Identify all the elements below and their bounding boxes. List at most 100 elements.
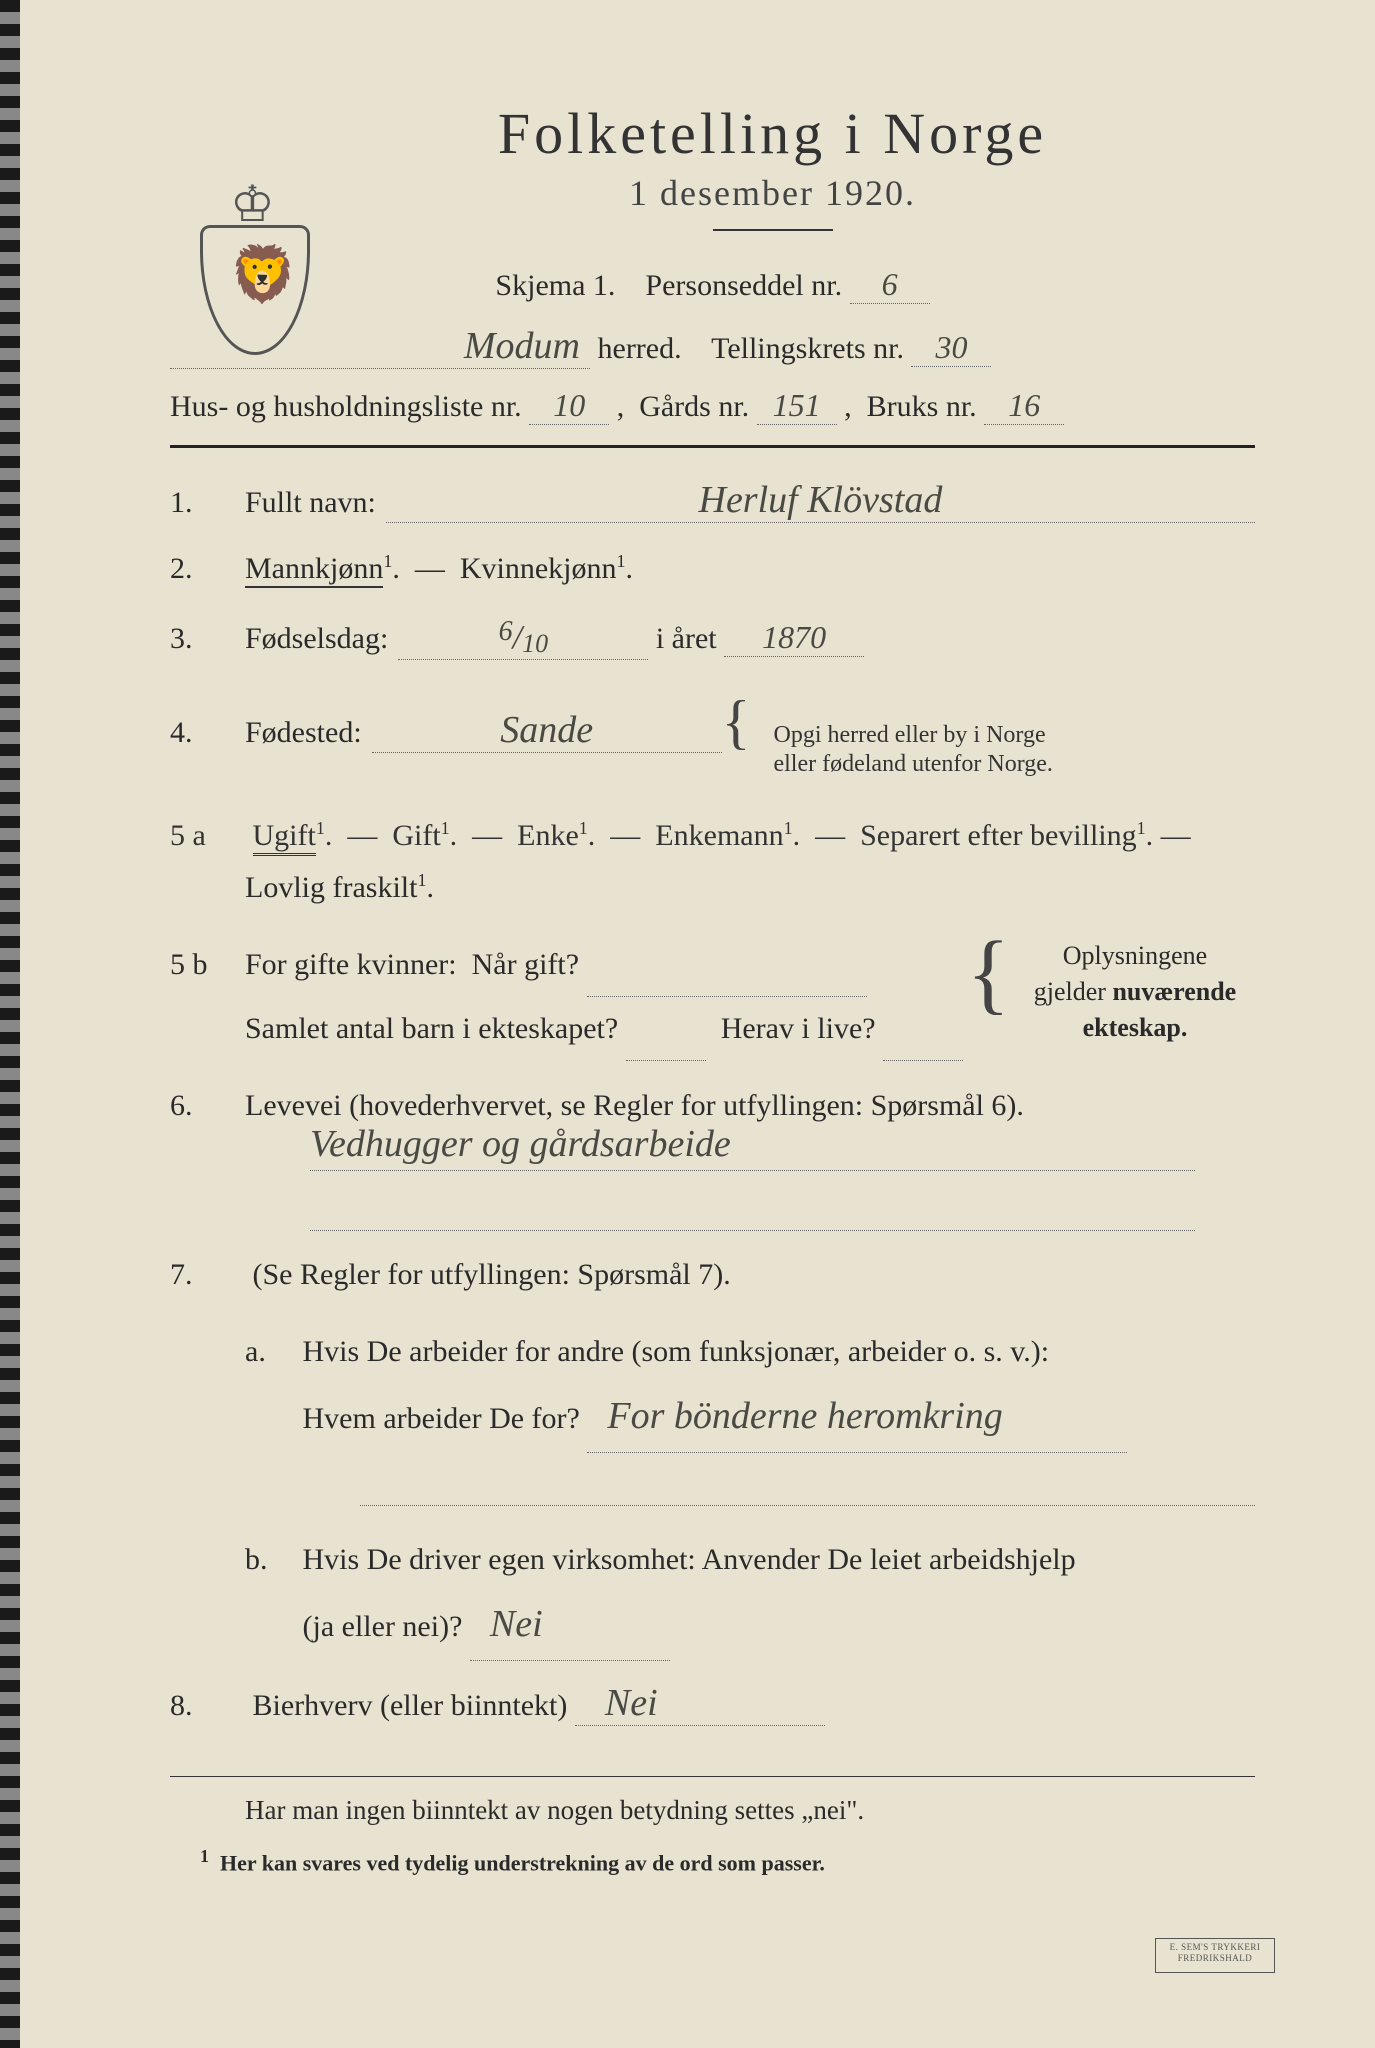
question-5a-cont: Lovlig fraskilt1. — [170, 870, 1255, 905]
header: Folketelling i Norge 1 desember 1920. — [290, 100, 1255, 231]
herred-line: Modum herred. Tellingskrets nr. 30 — [170, 324, 1255, 369]
q5b-l1a: For gifte kvinner: — [245, 948, 457, 981]
question-7b: b. Hvis De driver egen virksomhet: Anven… — [170, 1531, 1255, 1661]
q5b-note-l3: ekteskap. — [1083, 1013, 1188, 1042]
personseddel-nr: 6 — [850, 266, 930, 304]
q7a-value: For bönderne heromkring — [587, 1380, 1127, 1453]
q8-value: Nei — [575, 1681, 825, 1726]
q5b-note: Oplysningene gjelder nuværende ekteskap. — [1015, 933, 1255, 1061]
q5a-enke: Enke — [517, 819, 579, 852]
q5b-left: For gifte kvinner: Når gift? Samlet anta… — [245, 933, 967, 1061]
q7-label: (Se Regler for utfyllingen: Spørsmål 7). — [253, 1258, 731, 1291]
bruks-label: Bruks nr. — [867, 390, 977, 423]
printer-stamp: E. SEM'S TRYKKERI FREDRIKSHALD — [1155, 1938, 1275, 1973]
q5b-barn-fill — [626, 997, 706, 1061]
q4-label: Fødested: — [245, 716, 362, 750]
q6-num: 6. — [170, 1089, 245, 1123]
q7b-label: b. — [245, 1531, 295, 1588]
q5b-note-l2: gjelder nuværende — [1034, 977, 1236, 1006]
shield-icon: 🦁 — [200, 225, 310, 355]
q8-label: Bierhverv (eller biinntekt) — [253, 1689, 568, 1722]
brace-icon: { — [967, 933, 1010, 1061]
footnote-text: Her kan svares ved tydelig understreknin… — [220, 1850, 825, 1875]
question-2: 2. Mannkjønn1. — Kvinnekjønn1. — [170, 551, 1255, 586]
q5a-lovlig: Lovlig fraskilt — [245, 871, 417, 904]
personseddel-label: Personseddel nr. — [645, 269, 842, 302]
skjema-label: Skjema 1. — [495, 269, 615, 302]
q7b-value: Nei — [470, 1588, 670, 1661]
q2-kvinne: Kvinnekjønn — [460, 552, 617, 585]
question-5b: 5 b For gifte kvinner: Når gift? Samlet … — [170, 933, 1255, 1061]
hus-label: Hus- og husholdningsliste nr. — [170, 390, 522, 423]
q7a-extra-line — [360, 1461, 1255, 1506]
q5b-l2b: Herav i live? — [721, 1012, 876, 1045]
q6-line1: Vedhugger og gårdsarbeide — [310, 1121, 1195, 1171]
stamp-l1: E. SEM'S TRYKKERI — [1170, 1942, 1261, 1952]
q5b-num: 5 b — [170, 933, 245, 1061]
q6-value: Vedhugger og gårdsarbeide — [310, 1122, 731, 1166]
hus-line: Hus- og husholdningsliste nr. 10 , Gårds… — [170, 387, 1255, 425]
herred-label: herred. — [598, 332, 682, 365]
q3-date: 6/10 — [398, 614, 648, 660]
q7b-line1: Hvis De driver egen virksomhet: Anvender… — [303, 1543, 1076, 1576]
q2-num: 2. — [170, 552, 245, 586]
question-7: 7. (Se Regler for utfyllingen: Spørsmål … — [170, 1246, 1255, 1303]
q7a-line1: Hvis De arbeider for andre (som funksjon… — [303, 1335, 1050, 1368]
q3-num: 3. — [170, 622, 245, 656]
question-4: 4. Fødested: Sande { Opgi herred eller b… — [170, 688, 1255, 779]
q5b-live-fill — [883, 997, 963, 1061]
question-5a: 5 a Ugift1. — Gift1. — Enke1. — Enkemann… — [170, 807, 1255, 864]
question-6: 6. Levevei (hovederhvervet, se Regler fo… — [170, 1089, 1255, 1123]
brace-icon: { — [722, 688, 751, 757]
footnote: 1 Her kan svares ved tydelig understrekn… — [170, 1846, 1255, 1876]
q5a-gift: Gift — [392, 819, 440, 852]
gards-label: Gårds nr. — [639, 390, 749, 423]
q7b-line2-label: (ja eller nei)? — [303, 1610, 463, 1643]
section-divider — [170, 445, 1255, 448]
q4-note-l2: eller fødeland utenfor Norge. — [773, 751, 1052, 777]
title-divider — [713, 229, 833, 231]
q8-num: 8. — [170, 1689, 245, 1723]
q3-year: 1870 — [724, 619, 864, 657]
subtitle: 1 desember 1920. — [290, 172, 1255, 214]
tellingskrets-label: Tellingskrets nr. — [711, 332, 904, 365]
q4-value: Sande — [372, 708, 722, 753]
q4-note-l1: Opgi herred eller by i Norge — [773, 722, 1045, 748]
q3-year-label: i året — [656, 622, 717, 656]
coat-of-arms: 🦁 — [190, 190, 320, 360]
q5a-num: 5 a — [170, 807, 245, 864]
crown-icon — [225, 190, 285, 225]
census-form-page: 🦁 Folketelling i Norge 1 desember 1920. … — [0, 0, 1375, 2048]
q3-label: Fødselsdag: — [245, 622, 388, 656]
q5b-l2a: Samlet antal barn i ekteskapet? — [245, 1012, 618, 1045]
q6-answer-area: Vedhugger og gårdsarbeide — [170, 1121, 1255, 1231]
perforation-edge — [0, 0, 20, 2048]
q5b-gift-fill — [587, 933, 867, 997]
q6-line2 — [310, 1181, 1195, 1231]
q2-text: Mannkjønn1. — Kvinnekjønn1. — [245, 551, 633, 586]
bottom-rule — [170, 1776, 1255, 1777]
q1-label: Fullt navn: — [245, 486, 376, 520]
q1-num: 1. — [170, 486, 245, 520]
question-7a: a. Hvis De arbeider for andre (som funks… — [170, 1323, 1255, 1506]
footnote-num: 1 — [200, 1846, 209, 1866]
main-title: Folketelling i Norge — [290, 100, 1255, 167]
q7a-line2-label: Hvem arbeider De for? — [303, 1402, 580, 1435]
q5b-note-l1: Oplysningene — [1063, 941, 1207, 970]
skjema-line: Skjema 1. Personseddel nr. 6 — [170, 266, 1255, 304]
question-1: 1. Fullt navn: Herluf Klövstad — [170, 478, 1255, 523]
q1-value: Herluf Klövstad — [386, 478, 1255, 523]
hus-nr: 10 — [529, 387, 609, 425]
footer-note: Har man ingen biinntekt av nogen betydni… — [170, 1795, 1255, 1826]
question-8: 8. Bierhverv (eller biinntekt) Nei — [170, 1681, 1255, 1726]
q7-num: 7. — [170, 1246, 245, 1303]
lion-icon: 🦁 — [228, 243, 296, 307]
stamp-l2: FREDRIKSHALD — [1178, 1953, 1253, 1963]
q2-mann: Mannkjønn — [245, 552, 383, 588]
q5b-l1b: Når gift? — [472, 948, 579, 981]
q6-label: Levevei (hovederhvervet, se Regler for u… — [245, 1089, 1024, 1123]
bruks-nr: 16 — [984, 387, 1064, 425]
gards-nr: 151 — [757, 387, 837, 425]
question-3: 3. Fødselsdag: 6/10 i året 1870 — [170, 614, 1255, 660]
q5a-ugift: Ugift — [253, 819, 316, 856]
